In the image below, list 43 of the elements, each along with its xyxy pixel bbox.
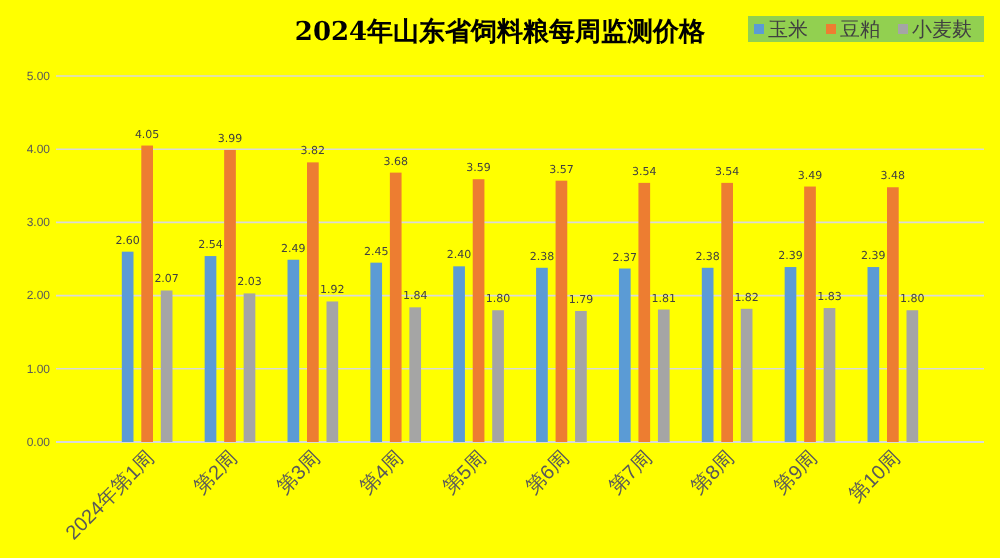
x-tick-label: 第5周 [438, 446, 492, 500]
x-tick-label: 第4周 [355, 446, 409, 500]
legend-label: 豆粕 [840, 20, 880, 42]
bar [160, 290, 173, 442]
bar [472, 179, 485, 442]
bar [721, 182, 733, 442]
bar [887, 187, 899, 442]
bar [389, 172, 402, 442]
bar [618, 268, 631, 442]
chart-title: 2024年山东省饲料粮每周监测价格 [294, 16, 708, 48]
bar [307, 162, 319, 442]
x-tick-label: 第3周 [272, 446, 326, 500]
bar [638, 182, 651, 442]
bar [740, 308, 753, 442]
legend-label: 玉米 [768, 18, 808, 42]
bar [409, 307, 422, 442]
bar [867, 267, 880, 442]
bar [370, 262, 383, 442]
bar [141, 145, 153, 442]
x-tick-label: 第2周 [189, 446, 243, 500]
bar [555, 180, 568, 442]
x-tick-label: 第7周 [603, 446, 658, 500]
x-tick-label: 第9周 [769, 446, 823, 500]
bar [804, 186, 816, 442]
bar [287, 259, 300, 442]
bar [224, 149, 236, 442]
bar [784, 267, 797, 442]
bar [121, 251, 134, 442]
bar [657, 309, 670, 442]
bar [575, 310, 587, 442]
bar [492, 310, 504, 442]
x-tick-label: 第8周 [686, 446, 740, 500]
bar [906, 310, 919, 442]
x-tick-label: 第10周 [844, 446, 906, 508]
legend-label: 小麦麸 [912, 18, 972, 42]
bar [326, 301, 339, 442]
bar [453, 266, 465, 442]
bar [823, 308, 836, 442]
bar [536, 267, 548, 442]
bar [701, 267, 714, 442]
bar [204, 256, 217, 442]
bar [243, 293, 256, 442]
x-tick-label: 第6周 [521, 446, 575, 500]
